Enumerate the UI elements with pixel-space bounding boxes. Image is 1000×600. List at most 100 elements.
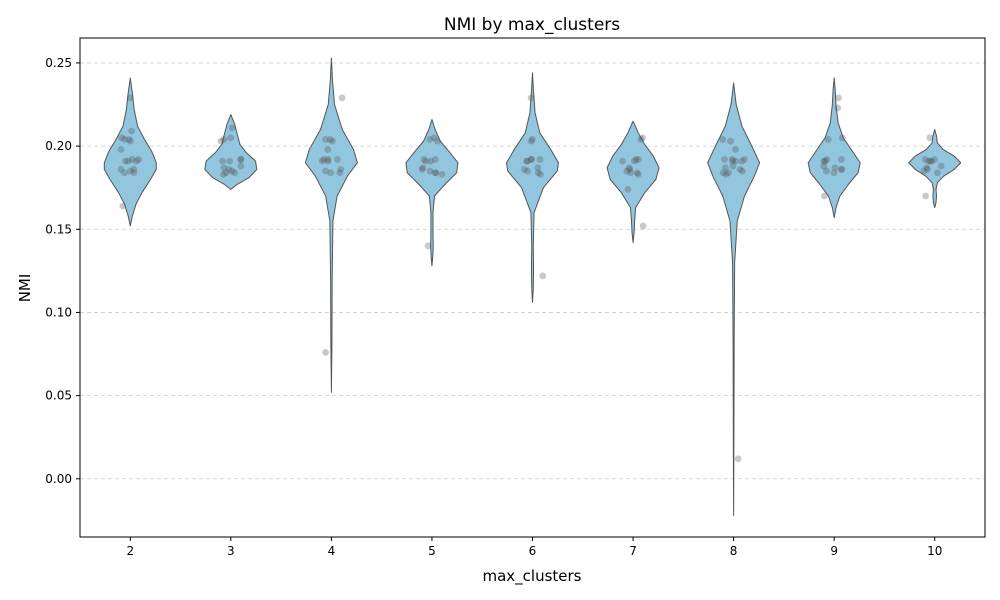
data-point — [838, 166, 845, 173]
data-point — [741, 156, 748, 163]
data-point — [729, 162, 737, 170]
data-point — [219, 157, 226, 165]
data-point — [528, 156, 535, 163]
data-point — [121, 169, 128, 177]
data-point — [928, 157, 935, 165]
data-point — [623, 167, 631, 175]
data-point — [524, 167, 531, 175]
data-point — [925, 157, 933, 165]
data-point — [333, 156, 341, 163]
data-point — [626, 166, 634, 173]
data-point — [127, 137, 134, 145]
data-point — [838, 156, 845, 163]
data-point — [427, 157, 435, 165]
data-point — [228, 167, 236, 175]
data-point — [719, 136, 727, 143]
data-point — [322, 348, 329, 356]
data-point — [527, 94, 535, 102]
data-point — [124, 157, 132, 165]
data-point — [324, 157, 332, 165]
y-tick-label: 0.05 — [45, 389, 72, 403]
data-point — [419, 164, 427, 172]
data-point — [539, 272, 547, 280]
data-point — [725, 169, 732, 177]
data-point — [231, 169, 239, 177]
y-tick-label: 0.15 — [45, 222, 72, 236]
data-point — [228, 124, 236, 132]
data-point — [337, 166, 345, 173]
y-tick-label: 0.20 — [45, 139, 72, 153]
data-point — [226, 157, 234, 165]
x-tick-label: 8 — [730, 544, 738, 558]
data-point — [320, 156, 328, 163]
x-tick-label: 5 — [428, 544, 436, 558]
data-point — [422, 157, 430, 165]
data-point — [536, 170, 544, 178]
x-tick-label: 6 — [529, 544, 537, 558]
data-point — [639, 222, 647, 230]
data-point — [823, 156, 831, 163]
x-tick-label: 4 — [328, 544, 336, 558]
violin-9 — [807, 77, 861, 219]
data-point — [732, 146, 739, 153]
violin-5 — [405, 119, 459, 267]
violins — [103, 57, 962, 516]
data-point — [426, 167, 434, 175]
y-tick-label: 0.00 — [45, 472, 72, 486]
data-point — [135, 156, 143, 163]
data-point — [128, 156, 136, 163]
violin-2 — [103, 77, 157, 227]
data-point — [634, 170, 642, 178]
data-point — [937, 162, 945, 170]
data-point — [237, 162, 245, 170]
data-point — [121, 136, 129, 143]
data-point — [529, 136, 536, 143]
data-point — [222, 169, 230, 177]
data-point — [117, 166, 125, 173]
data-point — [424, 242, 432, 250]
data-point — [431, 169, 439, 177]
data-point — [130, 169, 138, 177]
data-point — [125, 136, 133, 143]
data-point — [126, 167, 134, 175]
data-point — [820, 192, 828, 200]
data-point — [931, 156, 938, 163]
data-point — [632, 156, 640, 163]
data-point — [322, 136, 329, 143]
data-point — [329, 137, 336, 145]
data-point — [637, 136, 645, 143]
data-points — [117, 94, 945, 463]
x-tick-label: 10 — [927, 544, 942, 558]
data-point — [237, 156, 245, 163]
data-point — [639, 134, 646, 142]
data-point — [923, 164, 931, 172]
y-tick-label: 0.10 — [45, 305, 72, 319]
data-point — [630, 157, 638, 165]
data-point — [322, 167, 330, 175]
data-point — [923, 166, 931, 173]
data-point — [838, 134, 846, 142]
data-point — [225, 166, 233, 173]
data-point — [324, 156, 332, 163]
data-point — [126, 94, 134, 102]
data-point — [536, 156, 544, 163]
data-point — [834, 104, 842, 112]
data-point — [728, 156, 736, 163]
data-point — [527, 137, 535, 145]
data-point — [336, 169, 344, 177]
data-point — [130, 166, 138, 173]
x-axis-ticks: 2 3 4 5 6 7 8 9 10 — [126, 537, 942, 558]
data-point — [835, 94, 842, 102]
data-point — [420, 156, 428, 163]
data-point — [838, 166, 846, 173]
data-point — [534, 164, 542, 172]
data-point — [624, 185, 632, 193]
data-point — [830, 169, 838, 177]
data-point — [430, 134, 438, 142]
data-point — [418, 166, 426, 173]
violin-7 — [606, 120, 660, 244]
data-point — [133, 157, 140, 165]
data-point — [736, 166, 744, 173]
data-point — [338, 94, 346, 102]
